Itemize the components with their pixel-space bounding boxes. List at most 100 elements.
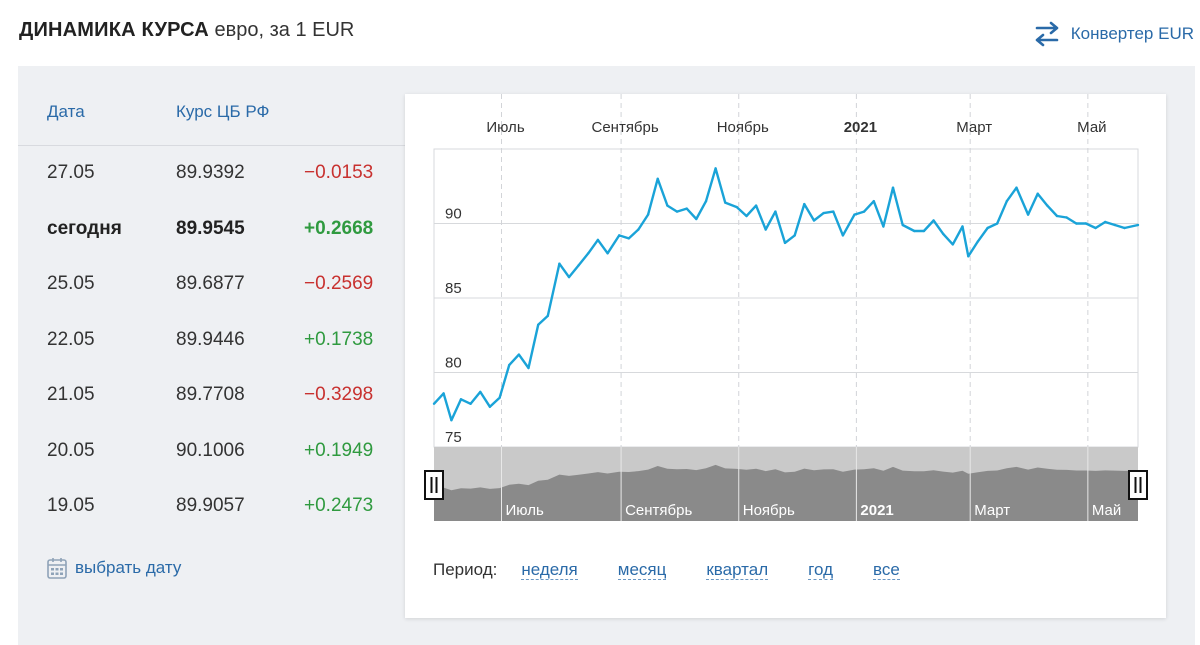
data-point [675,210,679,213]
data-point [783,241,787,245]
data-point [1026,213,1030,216]
data-point [724,201,727,204]
data-point [488,405,492,408]
data-point [803,202,806,206]
data-point [577,264,580,267]
rate-change: −0.2569 [304,273,374,294]
period-option[interactable]: квартал [706,559,769,580]
data-point [469,402,472,405]
handle-body [424,470,444,500]
data-point [774,210,777,213]
data-point [986,226,989,230]
y-tick-label: 80 [445,355,462,372]
data-point [1084,222,1088,225]
data-point [882,225,885,228]
table-row: 20.05 90.1006 +0.1949 [18,424,405,480]
range-handle-right[interactable] [1128,470,1148,500]
data-point [546,314,549,318]
x-tick-label: Ноябрь [717,119,769,136]
data-point [951,243,954,246]
page-title: ДИНАМИКА КУРСА евро, за 1 EUR [19,19,354,42]
period-option[interactable]: неделя [521,559,578,580]
data-point [432,402,436,405]
x-tick-label: Март [956,119,992,136]
data-point [872,200,875,203]
rate-value: 89.9545 [176,217,245,239]
data-point [735,205,738,209]
data-point [558,262,561,265]
rate-date: сегодня [47,217,122,239]
rate-change: −0.3298 [304,384,374,405]
data-point [537,323,540,326]
rate-value: 90.1006 [176,439,245,461]
converter-link[interactable]: Конвертер EUR [1031,20,1194,48]
data-point [745,214,748,218]
navigator-area [434,464,1138,521]
data-point [841,234,845,237]
data-point [685,207,688,210]
data-point [754,204,758,207]
column-header-date: Дата [47,102,85,121]
data-point [1113,223,1117,227]
data-point [1046,204,1049,207]
table-row: 22.05 89.9446 +0.1738 [18,313,405,369]
data-point [442,392,445,395]
rate-value: 89.9392 [176,162,245,183]
data-point [822,211,825,215]
handle-body [1128,470,1148,500]
data-point [932,219,935,222]
pick-date-link[interactable]: выбрать дату [47,557,181,579]
data-point [967,255,970,258]
data-point [1065,216,1068,219]
rate-date: 25.05 [47,273,95,294]
table-row: сегодня 89.9545 +0.2668 [18,202,405,258]
rate-change: +0.1738 [304,328,374,350]
period-option[interactable]: месяц [617,559,667,580]
rates-table: Дата Курс ЦБ РФ 27.05 89.9392 −0.0153 сегод… [18,66,405,535]
data-point [695,217,698,221]
period-option[interactable]: год [808,559,833,580]
table-header: Дата Курс ЦБ РФ [18,66,405,146]
rate-date: 20.05 [47,439,95,461]
data-point [1005,200,1008,203]
column-header-rate: Курс ЦБ РФ [176,102,270,121]
data-point [666,204,669,207]
data-point [498,396,501,399]
data-point [596,238,600,242]
data-point [793,234,796,237]
data-point [1015,186,1018,189]
data-point [862,210,866,213]
data-point [656,177,659,180]
period-label: Период: [433,560,498,579]
rate-chart: 75 80 85 90 Июль Сентябрь Ноябрь 2021 Март Май Июл… [424,94,1148,521]
data-point [1136,223,1140,227]
calendar-icon [47,558,67,579]
title-subtitle: евро, за 1 EUR [214,19,355,41]
period-options: неделя месяц квартал год все [521,559,939,580]
data-point [922,229,926,233]
x-tick-label: Сентябрь [591,119,658,136]
data-point [450,419,453,422]
rate-value: 89.6877 [176,273,245,294]
y-tick-label: 90 [445,206,462,223]
data-point [618,234,621,237]
x-tick-label: Май [1077,119,1106,136]
data-point [1123,226,1126,230]
navigator-label: 2021 [860,502,893,519]
data-point [832,210,835,213]
data-point [508,363,511,367]
data-point [606,252,609,255]
table-body: 27.05 89.9392 −0.0153 сегодня 89.9545 +0.2668… [18,146,405,535]
rate-change: +0.2668 [304,217,374,239]
data-point [587,252,590,255]
range-handle-left[interactable] [424,470,444,500]
navigator-label: Март [974,502,1010,519]
data-point [1036,192,1039,195]
navigator-label: Сентябрь [625,502,692,519]
x-tick-label: 2021 [844,119,877,136]
data-point [714,167,717,170]
chart-card: 75 80 85 90 Июль Сентябрь Ноябрь 2021 Март Май Июл… [405,94,1166,618]
data-point [901,223,904,227]
converter-label: Конвертер EUR [1070,24,1194,43]
period-option[interactable]: все [872,559,900,580]
